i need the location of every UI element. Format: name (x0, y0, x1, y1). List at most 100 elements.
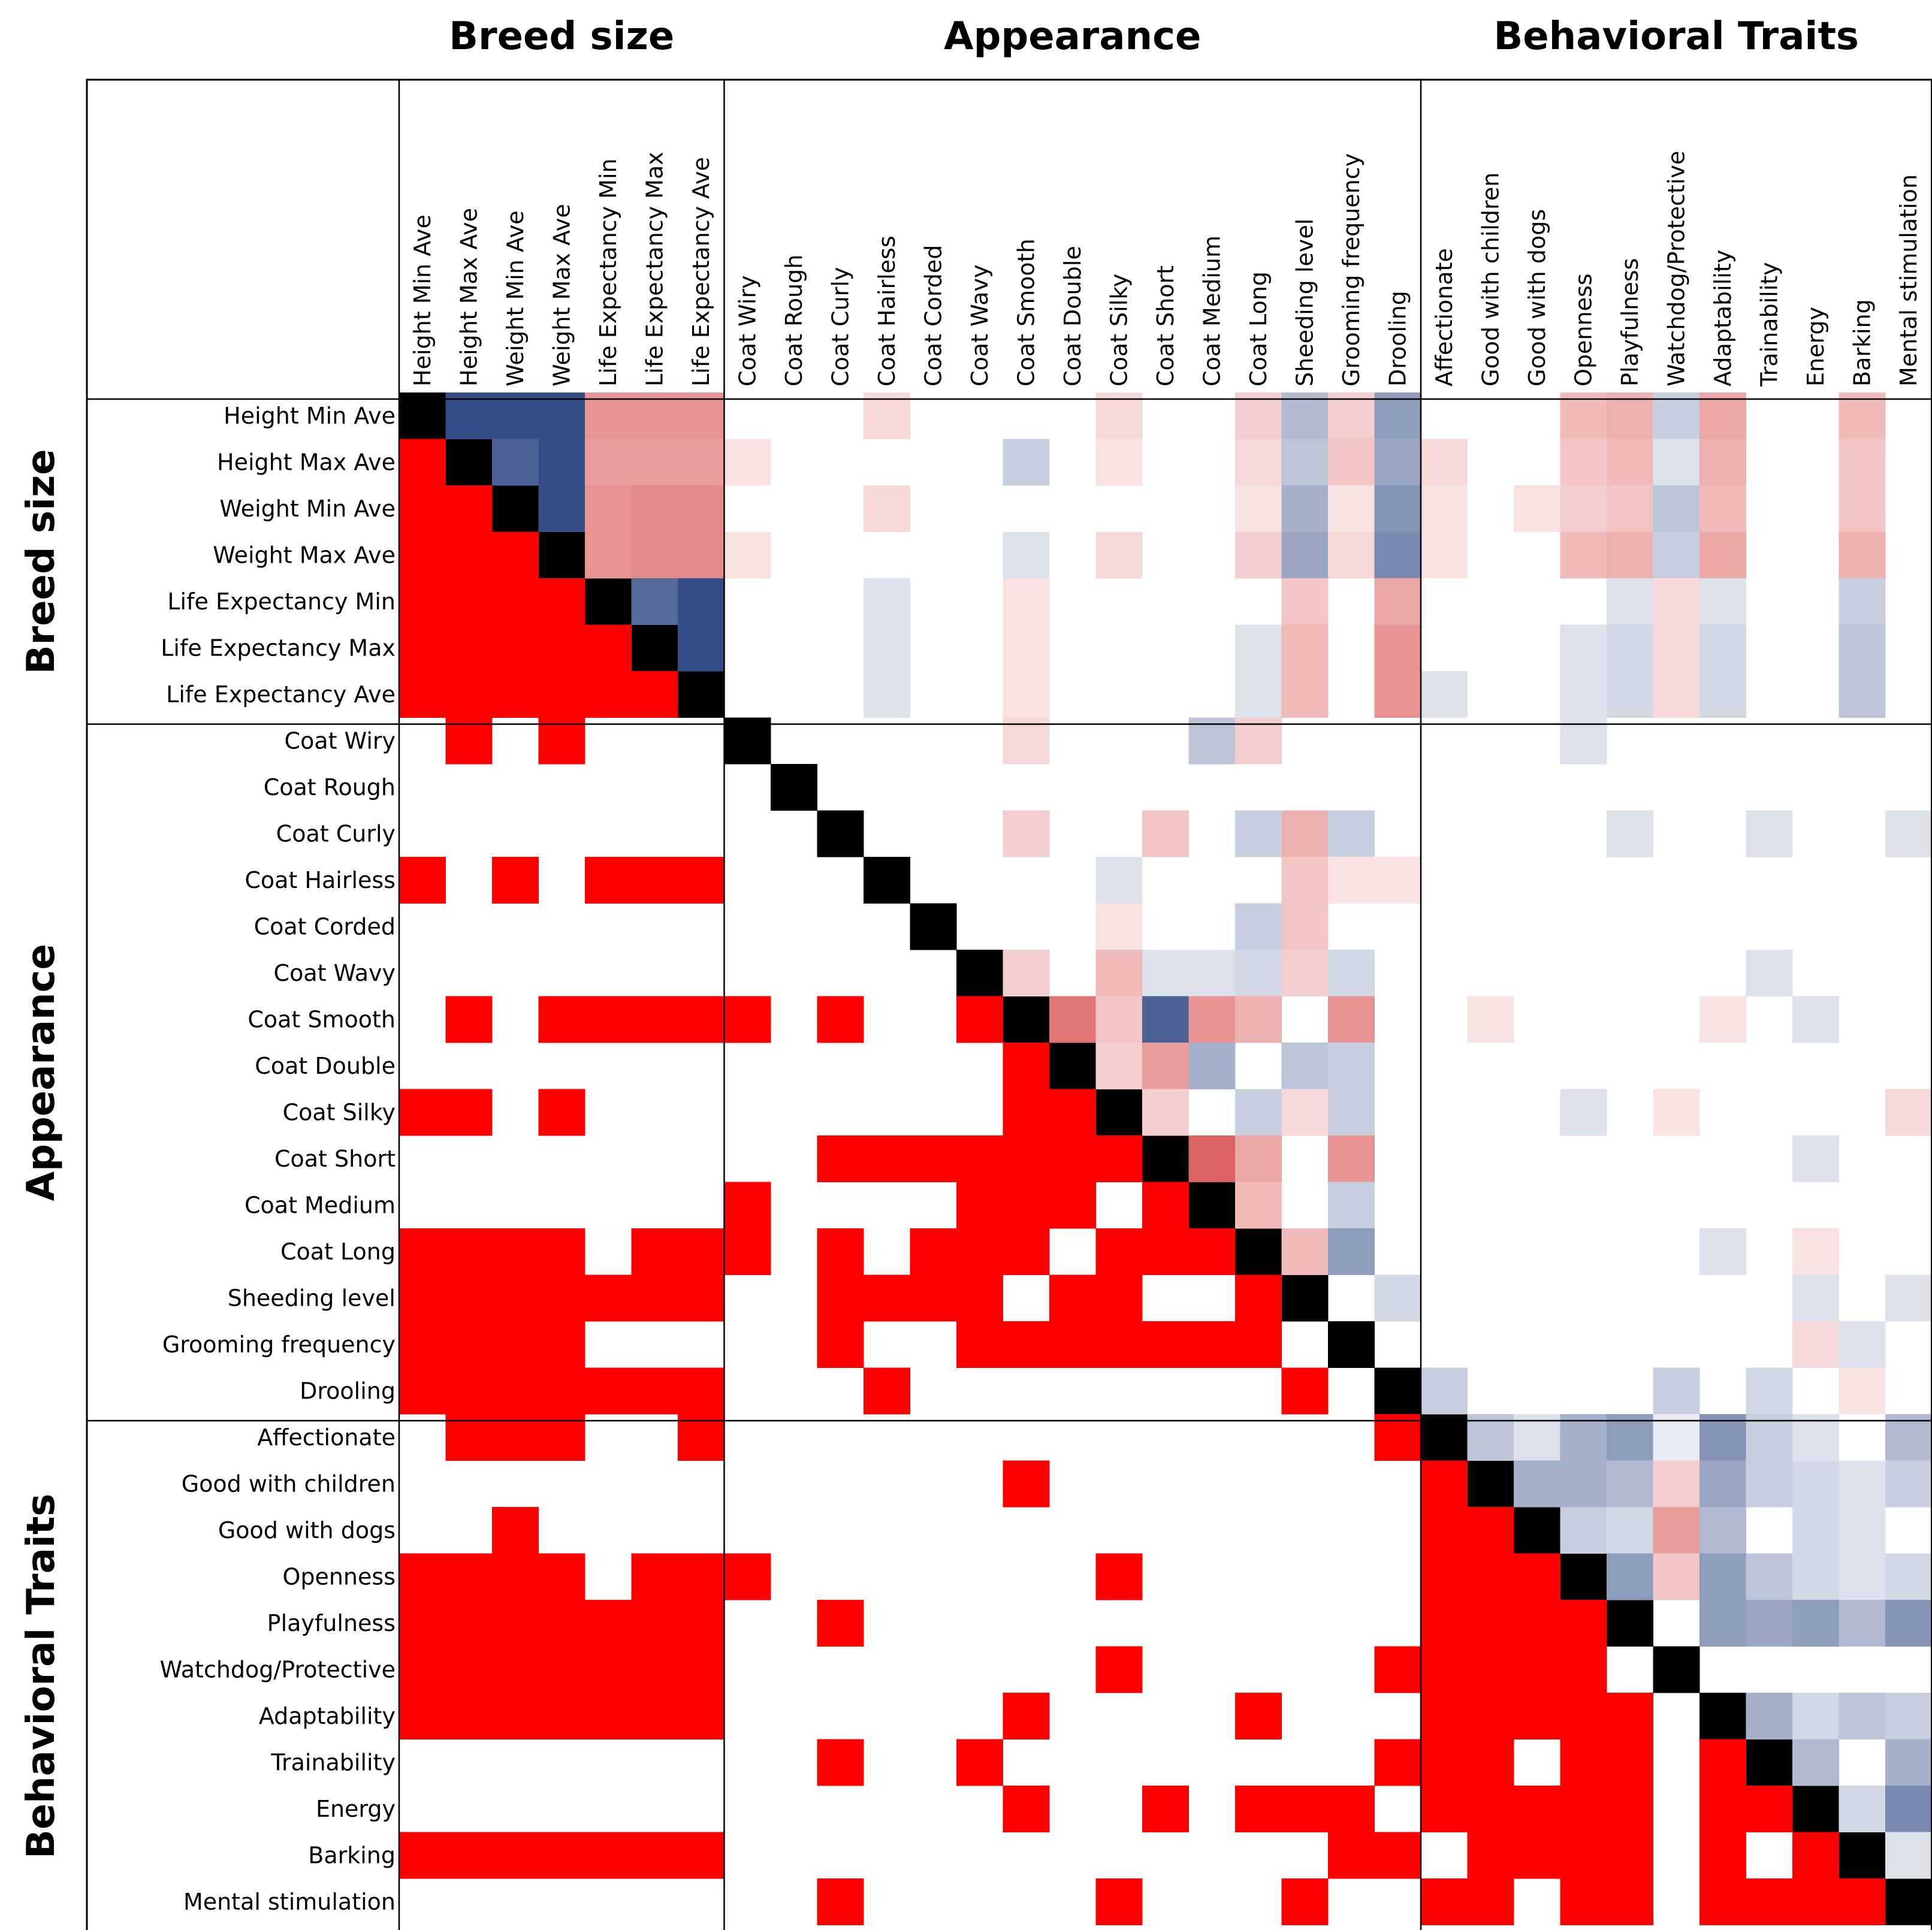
diagonal-cell (771, 764, 817, 811)
column-label-openness: Openness (1570, 273, 1596, 386)
significance-cell (1467, 1693, 1514, 1739)
correlation-cell (631, 485, 678, 532)
correlation-cell (1699, 578, 1746, 625)
significance-cell (538, 1414, 585, 1461)
diagonal-cell (1560, 1553, 1607, 1600)
significance-cell (1188, 1321, 1236, 1368)
correlation-cell (1792, 1553, 1839, 1600)
significance-cell (585, 996, 632, 1043)
significance-cell (1421, 1739, 1468, 1786)
diagonal-cell (1188, 1182, 1236, 1229)
diagonal-cell (1699, 1693, 1746, 1739)
significance-cell (492, 624, 539, 672)
significance-cell (492, 1414, 539, 1461)
correlation-cell (1142, 1043, 1189, 1089)
diagonal-cell (1746, 1739, 1793, 1786)
significance-cell (1142, 1228, 1189, 1275)
correlation-cell (1003, 717, 1050, 765)
diagonal-cell (1095, 1089, 1143, 1136)
row-label-barking: Barking (308, 1842, 396, 1868)
diagonal-cell (1607, 1600, 1653, 1647)
correlation-cell (538, 485, 585, 532)
correlation-cell (1653, 1553, 1700, 1600)
correlation-cell (1281, 1043, 1329, 1089)
correlation-cell (1792, 1274, 1839, 1322)
significance-cell (445, 1321, 493, 1368)
significance-cell (399, 578, 446, 625)
row-label-coat-wavy: Coat Wavy (274, 960, 396, 986)
correlation-cell (1653, 531, 1700, 579)
correlation-cell (1235, 950, 1282, 996)
correlation-cell (1235, 624, 1282, 672)
correlation-cell (1699, 1553, 1746, 1600)
correlation-cell (1328, 950, 1375, 996)
correlation-cell (1560, 1460, 1607, 1508)
correlation-cell (1885, 810, 1932, 857)
correlation-cell (1328, 392, 1375, 439)
significance-cell (1003, 1786, 1050, 1832)
significance-cell (910, 1228, 957, 1275)
correlation-cell (1281, 578, 1329, 625)
correlation-cell (1281, 810, 1329, 857)
correlation-cell (1560, 1507, 1607, 1554)
significance-cell (445, 1693, 493, 1739)
correlation-cell (1885, 1739, 1932, 1786)
correlation-cell (1235, 717, 1282, 765)
correlation-cell (1607, 485, 1653, 532)
correlation-cell (1839, 1553, 1886, 1600)
correlation-cell (1374, 439, 1421, 486)
correlation-cell (1653, 671, 1700, 718)
significance-cell (1560, 1693, 1607, 1739)
significance-cell (1374, 1832, 1421, 1879)
correlation-cell (631, 531, 678, 579)
correlation-cell (724, 531, 771, 579)
correlation-cell (1235, 485, 1282, 532)
correlation-cell (1328, 485, 1375, 532)
significance-cell (538, 1600, 585, 1647)
correlation-cell (1607, 392, 1653, 439)
correlation-cell (1792, 1321, 1839, 1368)
significance-cell (1374, 1414, 1421, 1461)
correlation-cell (1142, 950, 1189, 996)
significance-cell (1142, 1321, 1189, 1368)
correlation-cell (538, 439, 585, 486)
significance-cell (631, 671, 678, 718)
significance-cell (399, 1228, 446, 1275)
significance-cell (492, 1274, 539, 1322)
correlation-cell (631, 439, 678, 486)
row-label-good-with-dogs: Good with dogs (218, 1517, 396, 1544)
significance-cell (1095, 1878, 1143, 1925)
correlation-cell (1839, 671, 1886, 718)
column-label-life-expectancy-ave: Life Expectancy Ave (688, 157, 714, 386)
correlation-cell (1281, 1228, 1329, 1275)
correlation-cell (1003, 671, 1050, 718)
significance-cell (492, 531, 539, 579)
correlation-cell (864, 578, 910, 625)
significance-cell (585, 1693, 632, 1739)
diagonal-cell (817, 810, 864, 857)
row-label-openness: Openness (282, 1563, 396, 1590)
significance-cell (1374, 1739, 1421, 1786)
correlation-cell (1374, 857, 1421, 904)
correlation-cell (1281, 1089, 1329, 1136)
correlation-cell (1699, 485, 1746, 532)
significance-cell (631, 1600, 678, 1647)
correlation-cell (1328, 1228, 1375, 1275)
diagonal-cell (1792, 1786, 1839, 1832)
significance-cell (1421, 1600, 1468, 1647)
correlation-cell (1235, 810, 1282, 857)
significance-cell (445, 1367, 493, 1415)
row-label-coat-smooth: Coat Smooth (247, 1006, 396, 1032)
correlation-cell (1839, 485, 1886, 532)
correlation-cell (1653, 392, 1700, 439)
correlation-cell (1653, 439, 1700, 486)
correlation-cell (1095, 1043, 1143, 1089)
diagonal-cell (1374, 1367, 1421, 1415)
significance-cell (631, 1367, 678, 1415)
row-label-sheeding-level: Sheeding level (228, 1285, 396, 1311)
correlation-cell (1281, 531, 1329, 579)
correlation-cell (1839, 392, 1886, 439)
significance-cell (399, 1693, 446, 1739)
correlation-cell (1607, 1414, 1653, 1461)
significance-cell (1699, 1786, 1746, 1832)
